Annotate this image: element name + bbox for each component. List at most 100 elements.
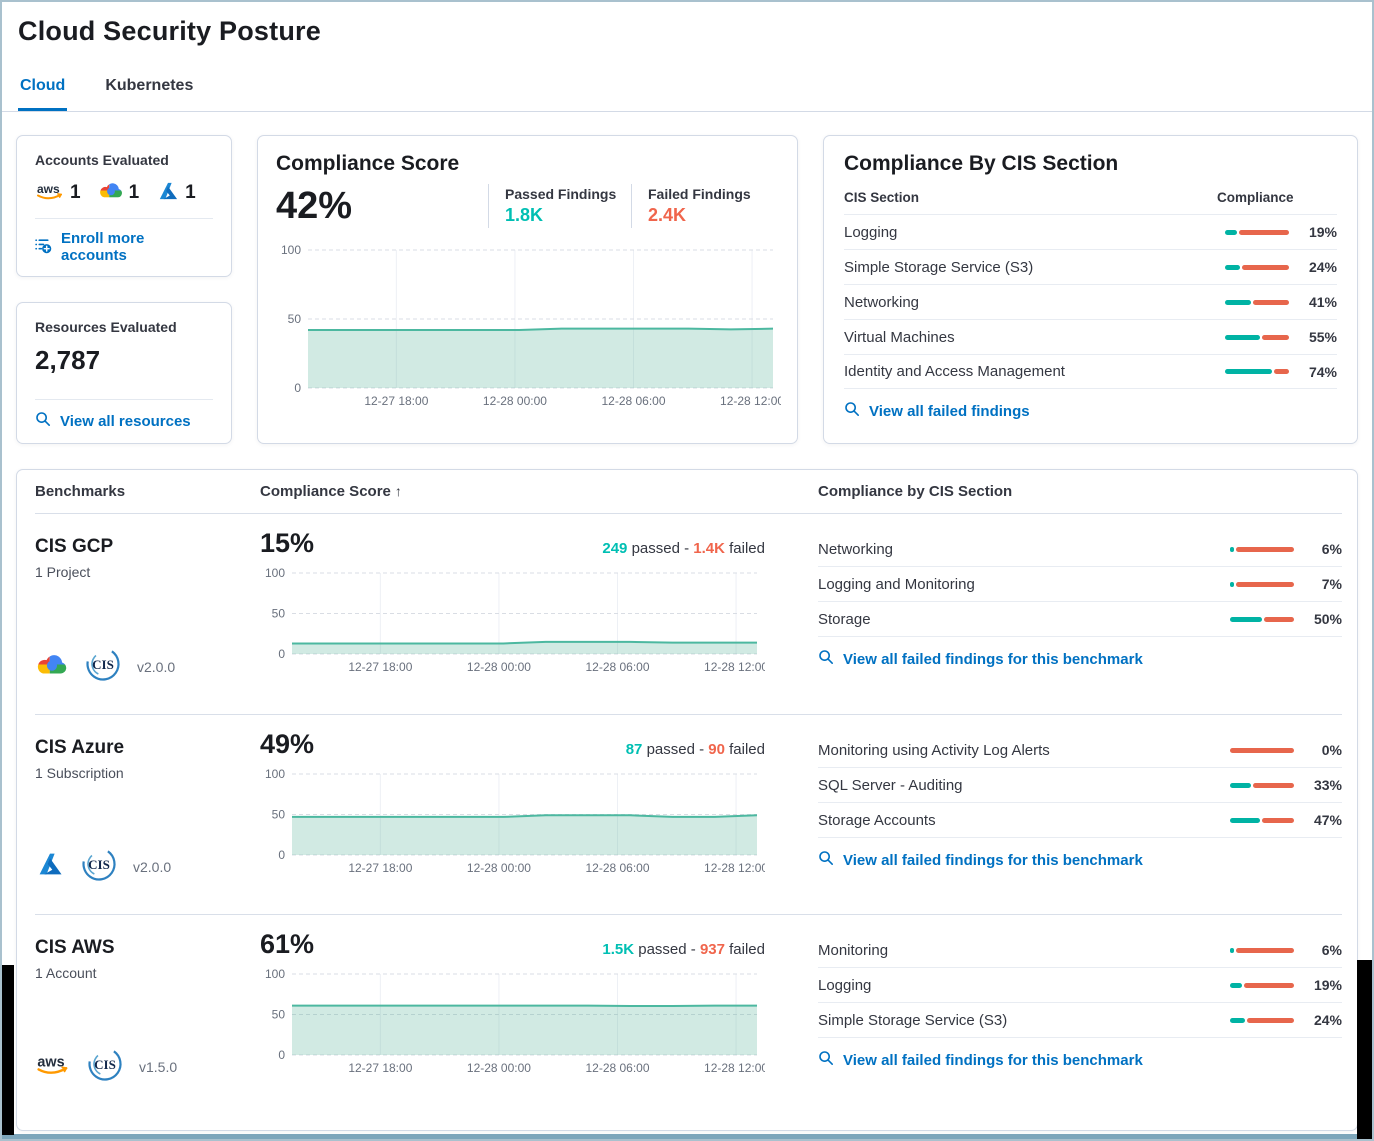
cis-section-name: Networking [818, 540, 894, 558]
sort-ascending-icon: ↑ [394, 483, 402, 499]
view-all-resources-link[interactable]: View all resources [35, 400, 213, 443]
passed-findings-label: Passed Findings [505, 186, 617, 202]
benchmarks-table-header: Benchmarks Compliance Score ↑ Compliance … [35, 470, 1342, 514]
svg-text:0: 0 [278, 848, 285, 862]
overall-compliance-score: 42% [276, 184, 353, 227]
cis-benchmark-logo-icon: CIS [78, 843, 120, 890]
passed-failed-summary: 87 passed - 90 failed [625, 741, 765, 758]
compliance-mini-bar [1230, 817, 1294, 823]
svg-text:aws: aws [37, 1054, 64, 1070]
compliance-percent: 0% [1321, 742, 1342, 758]
enroll-more-accounts-link[interactable]: Enroll more accounts [35, 219, 213, 276]
compliance-percent: 50% [1313, 611, 1342, 627]
benchmark-score-cell: 15% 249 passed - 1.4K failed 0 50 100 12-27… [260, 530, 818, 714]
compliance-score-card: Compliance Score 42% Passed Findings 1.8… [257, 135, 798, 444]
screen-artifact-bottom-band [2, 1134, 1372, 1139]
screen-artifact-black-left [2, 965, 14, 1135]
score-stats-row: 42% Passed Findings 1.8K Failed Findings… [276, 184, 779, 228]
compliance-mini-bar [1230, 947, 1294, 953]
failed-findings-label: Failed Findings [648, 186, 751, 202]
compliance-score-trend-chart: 0 50 100 12-27 18:00 12-28 00:00 12-28 06:00 1… [276, 243, 784, 409]
tab-cloud[interactable]: Cloud [18, 77, 68, 111]
svg-text:12-28 06:00: 12-28 06:00 [601, 394, 665, 408]
search-icon [818, 850, 834, 870]
compliance-by-cis-section-card: Compliance By CIS Section CIS Section Co… [823, 135, 1358, 444]
table-row: Logging 19% [844, 214, 1337, 249]
gcp-count-value: 1 [128, 182, 140, 203]
benchmark-trend-chart: 0 50 100 12-27 18:00 12-28 00:00 12-28 06:00 1… [260, 566, 768, 675]
svg-text:12-28 00:00: 12-28 00:00 [467, 861, 531, 875]
benchmark-logos: CIS v2.0.0 [35, 843, 260, 890]
gcp-account-count: 1 [98, 180, 140, 206]
svg-text:12-28 12:00: 12-28 12:00 [720, 394, 781, 408]
svg-text:12-27 18:00: 12-27 18:00 [348, 861, 412, 875]
summary-left-column: Accounts Evaluated aws 1 [16, 135, 232, 444]
svg-text:12-28 12:00: 12-28 12:00 [704, 1061, 765, 1075]
benchmark-score-cell: 61% 1.5K passed - 937 failed 0 50 100 12-27… [260, 931, 818, 1114]
cis-section-name: Logging [844, 223, 898, 241]
svg-text:12-28 06:00: 12-28 06:00 [585, 1061, 649, 1075]
benchmark-info: CIS GCP 1 Project [35, 530, 260, 714]
card-divider [35, 218, 213, 219]
view-failed-findings-benchmark-link[interactable]: View all failed findings for this benchm… [818, 1038, 1342, 1070]
tab-kubernetes[interactable]: Kubernetes [105, 77, 194, 94]
view-failed-findings-benchmark-link[interactable]: View all failed findings for this benchm… [818, 637, 1342, 669]
table-row: Identity and Access Management 74% [844, 354, 1337, 389]
compliance-percent: 24% [1313, 1012, 1342, 1028]
table-row: SQL Server - Auditing 33% [818, 768, 1342, 803]
view-failed-findings-benchmark-link[interactable]: View all failed findings for this benchm… [818, 838, 1342, 870]
benchmarks-table-card: Benchmarks Compliance Score ↑ Compliance … [16, 469, 1358, 1131]
search-icon [844, 401, 860, 421]
svg-text:0: 0 [278, 1048, 285, 1062]
aws-account-count: aws 1 [35, 181, 81, 206]
aws-logo-icon: aws [35, 1052, 71, 1081]
passed-failed-summary: 1.5K passed - 937 failed [602, 941, 765, 958]
svg-text:12-28 00:00: 12-28 00:00 [467, 660, 531, 674]
compliance-percent: 6% [1321, 942, 1342, 958]
compliance-percent: 74% [1308, 363, 1337, 380]
compliance-mini-bar [1230, 982, 1294, 988]
svg-text:50: 50 [272, 607, 286, 621]
table-row: Networking 41% [844, 284, 1337, 319]
table-row: Logging and Monitoring 7% [818, 567, 1342, 602]
gcp-logo-icon [98, 180, 124, 206]
failed-findings-value: 2.4K [648, 205, 687, 225]
svg-text:0: 0 [278, 647, 285, 661]
benchmark-name: CIS Azure [35, 737, 125, 758]
view-all-failed-findings-link[interactable]: View all failed findings [844, 389, 1337, 421]
failed-findings-stat: Failed Findings 2.4K [631, 184, 774, 228]
cis-section-name: Logging [818, 976, 872, 994]
benchmark-info: CIS Azure 1 Subscription [35, 731, 260, 914]
compliance-score-title: Compliance Score [276, 152, 460, 175]
svg-text:0: 0 [294, 381, 301, 395]
cis-section-name: Simple Storage Service (S3) [844, 258, 1034, 276]
compliance-percent: 19% [1308, 224, 1337, 240]
svg-text:12-28 00:00: 12-28 00:00 [467, 1061, 531, 1075]
page-title: Cloud Security Posture [18, 16, 321, 46]
compliance-percent: 24% [1308, 259, 1337, 275]
svg-text:CIS: CIS [92, 657, 114, 672]
azure-count-value: 1 [185, 182, 196, 203]
benchmark-name: CIS GCP [35, 536, 114, 557]
compliance-mini-bar [1230, 1017, 1294, 1023]
cis-section-name: Identity and Access Management [844, 363, 1065, 380]
view-all-resources-label: View all resources [60, 412, 191, 430]
benchmarks-column-header: Benchmarks [35, 483, 126, 500]
compliance-percent: 6% [1321, 541, 1342, 557]
view-failed-findings-benchmark-label: View all failed findings for this benchm… [843, 1051, 1143, 1069]
svg-text:12-28 06:00: 12-28 06:00 [585, 861, 649, 875]
card-divider [35, 399, 213, 400]
svg-text:100: 100 [265, 567, 285, 580]
passed-findings-stat: Passed Findings 1.8K [488, 184, 631, 228]
cis-section-name: Networking [844, 293, 920, 311]
svg-text:100: 100 [281, 244, 301, 257]
compliance-score-column-header[interactable]: Compliance Score ↑ [260, 483, 402, 500]
table-row: Logging 19% [818, 968, 1342, 1003]
compliance-mini-bar [1225, 334, 1289, 340]
compliance-mini-bar [1230, 581, 1294, 587]
svg-text:12-27 18:00: 12-27 18:00 [348, 1061, 412, 1075]
cis-benchmark-logo-icon: CIS [82, 643, 124, 690]
benchmark-account-count: 1 Project [35, 564, 91, 580]
enroll-accounts-icon [35, 237, 52, 258]
